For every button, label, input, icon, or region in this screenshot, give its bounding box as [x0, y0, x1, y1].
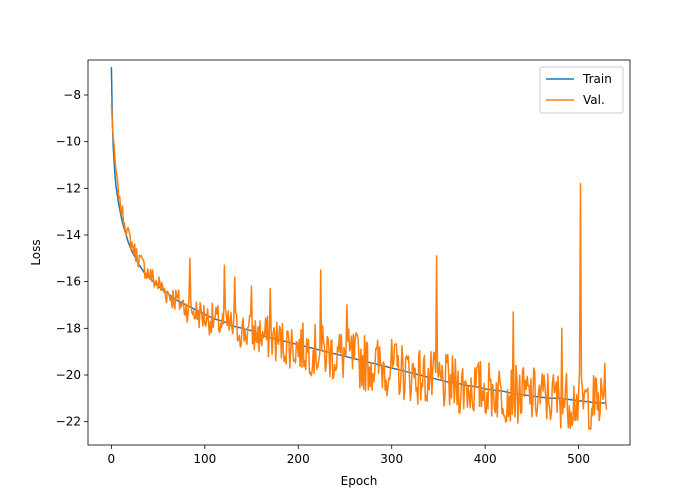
- series-layer: [110, 66, 608, 430]
- y-tick-label: −14: [56, 228, 81, 242]
- plot-frame: [87, 59, 631, 446]
- axis-ticks: 0 100 200 300 400 500 −22 −20 −18 −16 −14 −12 −10 −8: [56, 88, 590, 466]
- legend: Train Val.: [539, 66, 624, 114]
- x-axis-label: Epoch: [341, 474, 378, 488]
- legend-train-label: Train: [582, 72, 612, 86]
- x-tick-label: 200: [287, 452, 310, 466]
- y-axis-label: Loss: [29, 239, 43, 265]
- x-tick-label: 300: [380, 452, 403, 466]
- x-tick-label: 500: [567, 452, 590, 466]
- y-tick-label: −8: [63, 88, 81, 102]
- y-tick-label: −12: [56, 181, 81, 195]
- x-tick-label: 100: [193, 452, 216, 466]
- y-tick-label: −20: [56, 368, 81, 382]
- val-series-line: [110, 103, 608, 430]
- y-tick-label: −22: [56, 415, 81, 429]
- y-tick-label: −18: [56, 321, 81, 335]
- x-tick-label: 0: [108, 452, 116, 466]
- x-tick-label: 400: [474, 452, 497, 466]
- legend-val-label: Val.: [583, 93, 605, 107]
- y-tick-label: −16: [56, 275, 81, 289]
- y-tick-label: −10: [56, 135, 81, 149]
